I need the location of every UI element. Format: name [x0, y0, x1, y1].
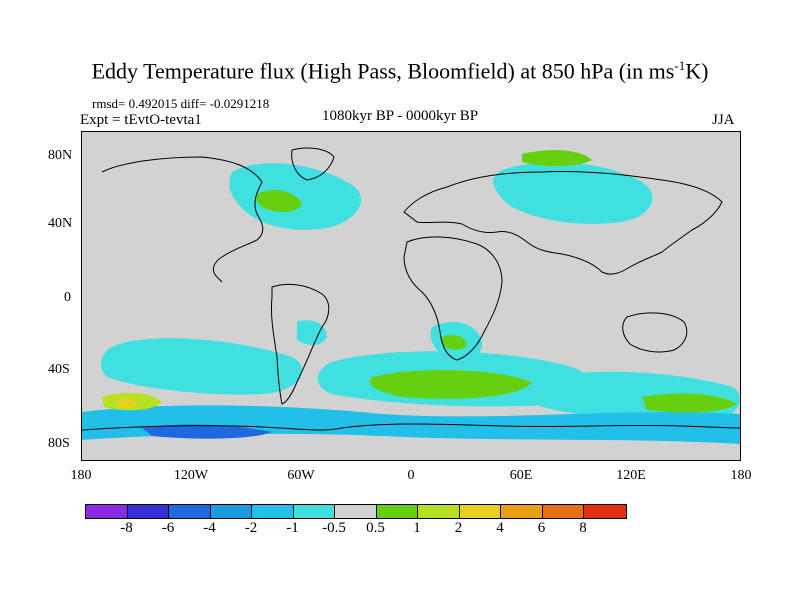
coast-north-america — [101, 156, 264, 283]
lon-tick: 60W — [287, 468, 315, 483]
colorbar-label: -8 — [120, 520, 133, 536]
contour-s-pacific — [100, 338, 302, 395]
contour-antarctic-deep — [142, 424, 272, 439]
colorbar-swatch — [335, 505, 377, 518]
lat-tick: 80S — [48, 436, 70, 451]
contour-yellow-spot — [117, 398, 137, 408]
coast-greenland — [291, 147, 335, 181]
colorbar-label: 6 — [537, 520, 546, 536]
colorbar-label: -4 — [203, 520, 216, 536]
colorbar-label: -2 — [244, 520, 258, 536]
lon-tick: 60E — [509, 468, 533, 483]
coast-antarctica — [82, 423, 740, 431]
contour-s-atlantic-pos — [369, 370, 532, 399]
colorbar-swatch — [501, 505, 543, 518]
title-main: Eddy Temperature flux (High Pass, Bloomf… — [91, 58, 675, 84]
lon-tick: 180 — [70, 468, 92, 483]
lon-tick: 120W — [173, 468, 209, 483]
coast-eurasia — [403, 170, 723, 275]
lat-tick: 0 — [64, 290, 71, 305]
colorbar-swatch — [584, 505, 626, 518]
colorbar-label: 2 — [454, 520, 463, 536]
map-svg — [82, 132, 740, 460]
colorbar-swatch — [459, 505, 501, 518]
lon-tick: 120E — [616, 468, 646, 483]
coast-south-america — [271, 283, 330, 405]
colorbar-label: -1 — [286, 520, 299, 536]
contour-greenland — [256, 190, 302, 213]
colorbar — [85, 504, 627, 519]
contour-antarctic-belt — [82, 405, 740, 444]
contour-arctic-east — [493, 162, 653, 224]
flux-contours — [82, 150, 740, 444]
contour-s-pacific-small — [297, 320, 327, 345]
lat-tick: 80N — [48, 148, 73, 163]
figure-title: Eddy Temperature flux (High Pass, Bloomf… — [0, 58, 800, 84]
colorbar-swatch — [418, 505, 460, 518]
map-panel — [81, 131, 741, 461]
colorbar-swatch — [293, 505, 335, 518]
lon-tick: 0 — [407, 468, 415, 483]
lat-tick: 40S — [48, 362, 70, 377]
colorbar-label: 1 — [413, 520, 421, 536]
coastlines — [82, 147, 740, 431]
colorbar-swatch — [376, 505, 418, 518]
coast-australia — [622, 312, 688, 353]
colorbar-swatch — [210, 505, 252, 518]
colorbar-swatch — [542, 505, 584, 518]
stats-label: rmsd= 0.492015 diff= -0.0291218 — [92, 96, 270, 111]
coast-africa — [403, 236, 503, 361]
season-label: JJA — [712, 112, 735, 128]
colorbar-label: -6 — [161, 520, 175, 536]
colorbar-swatch — [169, 505, 211, 518]
lat-tick: 40N — [48, 216, 73, 231]
title-tail: K) — [685, 58, 709, 84]
lon-tick: 180 — [730, 468, 752, 483]
colorbar-label: 0.5 — [366, 520, 385, 536]
colorbar-label: 8 — [579, 520, 587, 536]
colorbar-swatch — [86, 505, 128, 518]
colorbar-label: 4 — [496, 520, 504, 536]
colorbar-label: -0.5 — [322, 520, 346, 536]
colorbar-swatch — [127, 505, 169, 518]
title-superscript: -1 — [674, 58, 686, 73]
contour-n-eurasia — [522, 150, 592, 167]
contour-s-africa-pos — [442, 335, 467, 350]
contour-s-indian-pos — [642, 393, 737, 413]
colorbar-swatch — [252, 505, 294, 518]
period-label: 1080kyr BP - 0000kyr BP — [322, 108, 479, 124]
experiment-label: Expt = tEvtO-tevta1 — [80, 112, 202, 128]
